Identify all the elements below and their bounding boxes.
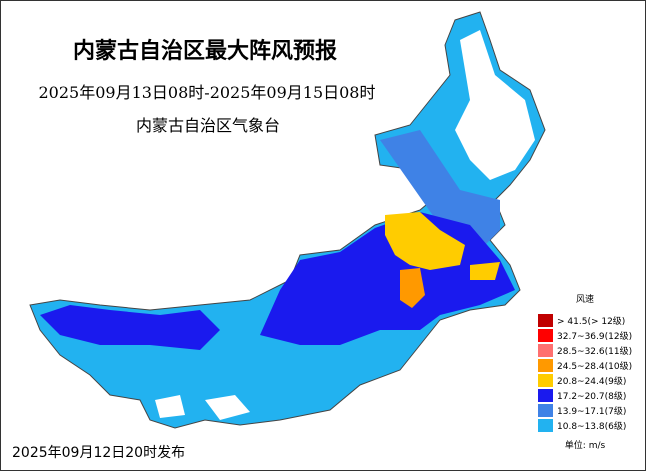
legend-unit: 单位: m/s (565, 439, 606, 451)
legend-swatch (538, 389, 553, 402)
white-area (455, 30, 535, 180)
legend-label: 32.7~36.9(12级) (557, 330, 632, 342)
region-map (29, 11, 546, 429)
legend-label: > 41.5(> 12级) (557, 315, 625, 327)
issue-time: 2025年09月12日20时发布 (12, 445, 185, 461)
legend-label: 10.8~13.8(6级) (557, 420, 626, 432)
dark-blue-area (40, 305, 220, 350)
legend-swatch (538, 344, 553, 357)
white-area (205, 395, 250, 420)
map-title: 内蒙古自治区最大阵风预报 (73, 38, 337, 64)
orange-area (400, 268, 425, 308)
white-area (155, 395, 185, 418)
legend-swatch (538, 419, 553, 432)
legend: 风速 单位: m/s > 41.5(> 12级) 32.7~36.9(12级) 28… (538, 294, 632, 451)
blue-area (380, 130, 500, 250)
forecast-period: 2025年09月13日08时-2025年09月15日08时 (38, 83, 375, 102)
legend-swatch (538, 314, 553, 327)
issuer: 内蒙古自治区气象台 (136, 116, 280, 135)
legend-label: 20.8~24.4(9级) (557, 375, 626, 387)
legend-swatch (538, 359, 553, 372)
yellow-area (385, 212, 465, 270)
legend-label: 24.5~28.4(10级) (557, 360, 632, 372)
legend-swatch (538, 374, 553, 387)
legend-swatch (538, 404, 553, 417)
legend-label: 17.2~20.7(8级) (557, 390, 626, 402)
legend-title: 风速 (576, 294, 594, 305)
legend-label: 13.9~17.1(7级) (557, 405, 626, 417)
yellow-area (470, 262, 500, 280)
legend-swatch (538, 329, 553, 342)
legend-label: 28.5~32.6(11级) (557, 345, 632, 357)
